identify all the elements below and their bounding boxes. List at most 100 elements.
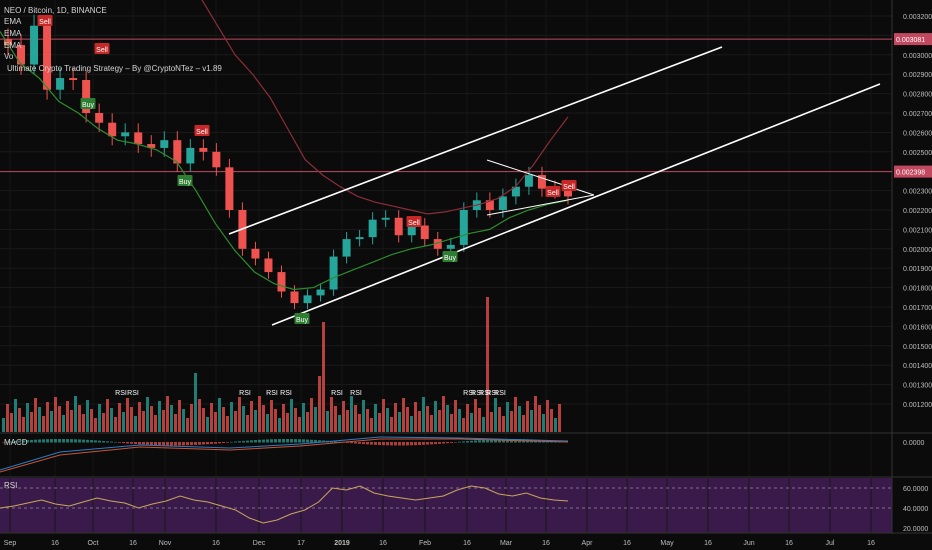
macd-histogram-bar [246,440,249,443]
volume-bar [218,398,221,432]
volume-bar [430,415,433,432]
x-tick-label: 16 [542,540,550,547]
volume-bar [506,402,509,432]
candle-body [459,210,468,245]
volume-bar [206,417,209,432]
candle-body [225,167,234,210]
macd-histogram-bar [258,439,261,443]
macd-histogram-bar [62,439,65,443]
macd-histogram-bar [70,439,73,443]
macd-histogram-bar [458,441,461,443]
candle-body [173,140,182,164]
volume-bar [394,403,397,432]
volume-bar [338,415,341,432]
rsi-marker-label: RSI [350,390,362,397]
rsi-line [0,485,569,524]
y-tick-label: 0.001200 [903,402,932,409]
volume-bar [10,413,13,432]
macd-histogram-bar [382,442,385,446]
x-tick-label: 16 [623,540,631,547]
candle-body [43,25,52,90]
macd-histogram-bar [334,441,337,443]
macd-histogram-bar [154,442,157,446]
candle-body [355,237,364,240]
candle-body [277,272,286,292]
volume-bar [454,400,457,432]
macd-histogram-bar [186,442,189,446]
x-tick-label: 2019 [334,540,350,547]
macd-histogram-bar [226,442,229,443]
volume-bar [270,400,273,432]
macd-histogram-bar [430,442,433,445]
volume-bar [370,418,373,432]
volume-bar [214,412,217,432]
x-tick-label: 16 [212,540,220,547]
macd-histogram-bar [174,442,177,446]
volume-bar [50,411,53,432]
macd-histogram-bar [214,442,217,444]
volume-bar [514,397,517,432]
rsi-marker-label: RSI [494,390,506,397]
ema-slow-line [201,0,569,215]
volume-bar [554,418,557,432]
volume-bar [446,405,449,432]
volume-bar [82,414,85,432]
signal-badge [80,98,96,109]
macd-histogram-bar [358,442,361,444]
macd-histogram-bar [502,439,505,443]
candle-body [199,147,208,152]
volume-bar [238,397,241,432]
macd-histogram-bar [10,441,13,443]
volume-bar [362,400,365,432]
volume-bar [354,405,357,432]
x-tick-label: Nov [159,540,172,547]
macd-histogram-bar [274,439,277,443]
macd-histogram-bar [114,441,117,443]
y-tick-label: 0.002100 [903,227,932,234]
macd-histogram-bar [202,442,205,445]
macd-histogram-bar [146,442,149,445]
macd-histogram-bar [266,439,269,443]
macd-histogram-bar [362,442,365,445]
candle-body [17,45,26,65]
rsi-marker-label: RSI [463,390,475,397]
macd-histogram-bar [438,442,441,444]
macd-histogram-bar [102,440,105,443]
volume-bar [246,415,249,432]
candle-body [108,122,117,137]
macd-histogram-bar [446,442,449,444]
candle-body [498,196,507,210]
macd-histogram-bar [6,441,9,443]
volume-bar [386,408,389,432]
volume-bar [98,404,101,432]
x-tick-label: 16 [51,540,59,547]
candle-body [160,140,169,148]
macd-histogram-bar [314,439,317,443]
signal-badge [545,186,561,197]
signal-label: Buy [444,255,457,262]
volume-bar [310,398,313,432]
volume-bar [494,398,497,432]
macd-histogram-bar [218,442,221,444]
macd-histogram-bar [206,442,209,445]
candle-body [251,248,260,259]
volume-bar [458,409,461,432]
volume-bar [90,409,93,432]
macd-histogram-bar [194,442,197,445]
rsi-marker-label: RSI [280,390,292,397]
y-tick-label: 0.001800 [903,286,932,293]
volume-bar [182,409,185,432]
macd-histogram-bar [410,442,413,446]
candle-body [394,217,403,236]
macd-histogram-bar [466,441,469,443]
macd-histogram-bar [482,439,485,443]
macd-histogram-bar [42,439,45,443]
x-tick-label: 16 [379,540,387,547]
volume-bar [102,413,105,432]
volume-bar [330,397,333,432]
volume-bar [210,403,213,432]
volume-bar [86,400,89,432]
volume-bar [414,402,417,432]
